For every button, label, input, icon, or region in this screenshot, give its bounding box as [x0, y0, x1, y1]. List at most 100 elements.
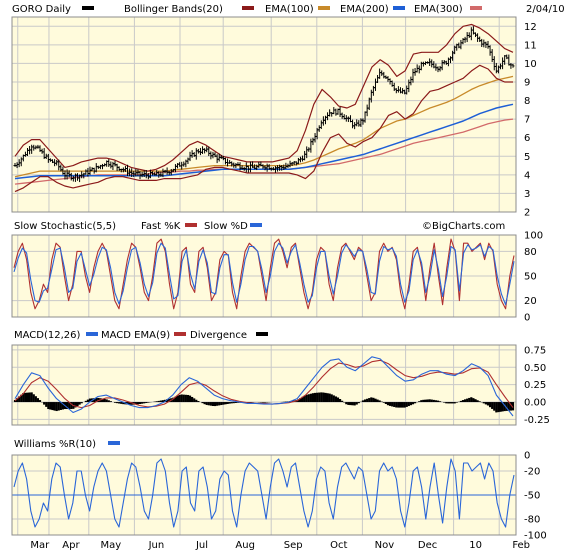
legend-swatch-ema100: [318, 6, 330, 10]
x-tick-label: May: [100, 540, 121, 551]
macd-title: MACD(12,26): [14, 330, 81, 341]
x-tick-label: Jul: [195, 540, 208, 551]
stochastic-frame: [11, 234, 517, 318]
y-tick-label: 6: [524, 133, 530, 144]
y-tick-label: -100: [524, 531, 547, 542]
y-tick-label: 0.00: [524, 398, 546, 409]
bollinger-lower: [14, 64, 513, 193]
y-tick-label: 0: [524, 313, 530, 324]
price-ohlc-bars: [13, 26, 515, 183]
legend-swatch-williams: [108, 441, 120, 445]
y-tick-label: -50: [524, 491, 540, 502]
y-tick-label: 10: [524, 59, 537, 70]
y-tick-label: 7: [524, 115, 530, 126]
legend-swatch-macd: [86, 332, 98, 336]
legend-swatch-goro: [82, 6, 94, 10]
legend-macd-ema: MACD EMA(9): [101, 330, 170, 341]
legend-swatch-divergence: [256, 332, 268, 336]
williams-y-tick-labels: 0 -20 -50 -80 -100: [524, 451, 547, 542]
x-tick-label: 10: [469, 540, 482, 551]
legend-swatch-fast-k: [185, 223, 197, 227]
legend-slow-d: Slow %D: [204, 221, 248, 232]
macd-y-tick-labels: -0.25 0.00 0.25 0.50 0.75: [524, 345, 550, 426]
x-tick-label: Oct: [330, 540, 347, 551]
williams-legend: Williams %R(10): [14, 439, 120, 450]
williams-title: Williams %R(10): [14, 439, 96, 450]
legend-swatch-ema200: [393, 6, 405, 10]
y-tick-label: 4: [524, 170, 530, 181]
bollinger-upper: [14, 23, 514, 172]
williams-r-line: [13, 458, 515, 528]
y-tick-label: 100: [524, 231, 543, 242]
stochastic-fast-k-line: [13, 238, 515, 310]
y-tick-label: 0: [524, 451, 530, 462]
ema200-line: [14, 103, 514, 180]
stochastic-y-tick-labels: 0 20 50 80 100: [524, 231, 543, 324]
x-tick-label: Aug: [235, 540, 255, 551]
legend-fast-k: Fast %K: [141, 221, 181, 232]
macd-ema-line: [14, 359, 514, 409]
williams-panel: 0 -20 -50 -80 -100 Williams %R(10): [11, 439, 547, 542]
x-tick-label: Apr: [62, 540, 80, 551]
legend-bollinger: Bollinger Bands(20): [124, 4, 223, 15]
stochastic-panel: 0 20 50 80 100 Slow Stochastic(5,5) Fast %K …: [11, 221, 543, 324]
legend-ema300: EMA(300): [414, 4, 463, 15]
y-tick-label: 5: [524, 152, 530, 163]
x-axis-month-labels: Mar Apr May Jun Jul Aug Sep Oct Nov Dec 10 Feb: [30, 540, 530, 551]
y-tick-label: -20: [524, 467, 540, 478]
legend-ema200: EMA(200): [340, 4, 389, 15]
stochastic-legend: Slow Stochastic(5,5) Fast %K Slow %D ©Bi…: [14, 221, 505, 232]
stochastic-lines: [13, 238, 515, 310]
y-tick-label: -80: [524, 515, 540, 526]
y-tick-label: 9: [524, 78, 530, 89]
y-tick-label: 8: [524, 96, 530, 107]
y-tick-label: 11: [524, 40, 537, 51]
price-legend: GORO Daily Bollinger Bands(20) EMA(100) …: [12, 4, 565, 15]
legend-ema100: EMA(100): [265, 4, 314, 15]
chart-date: 2/04/10: [526, 4, 565, 15]
watermark: ©BigCharts.com: [422, 221, 505, 232]
price-grid: [12, 17, 516, 213]
price-panel: 2 3 4 5 6 7 8 9 10 11 12 GORO Daily Bollinger Band…: [11, 4, 565, 219]
ema100-line: [14, 75, 514, 178]
y-tick-label: 2: [524, 208, 530, 219]
y-tick-label: -0.25: [524, 415, 550, 426]
price-y-tick-labels: 2 3 4 5 6 7 8 9 10 11 12: [524, 22, 537, 219]
x-tick-label: Feb: [512, 540, 530, 551]
macd-legend: MACD(12,26) MACD EMA(9) Divergence: [14, 330, 268, 341]
y-tick-label: 3: [524, 189, 530, 200]
price-plot-area: [12, 17, 516, 212]
macd-frame: [11, 344, 517, 426]
legend-swatch-slow-d: [250, 223, 262, 227]
legend-swatch-macd-ema: [174, 332, 186, 336]
x-tick-label: Mar: [30, 540, 50, 551]
y-tick-label: 50: [524, 272, 537, 283]
macd-divergence-bars: [13, 392, 515, 413]
legend-swatch-bollinger: [242, 6, 254, 10]
y-tick-label: 20: [524, 296, 537, 307]
y-tick-label: 0.50: [524, 363, 546, 374]
price-ema-lines: [14, 75, 514, 185]
stochastic-slow-d-line: [13, 242, 515, 306]
legend-swatch-ema300: [470, 6, 482, 10]
legend-goro-daily: GORO Daily: [12, 4, 71, 15]
price-bollinger-bands: [14, 23, 514, 193]
y-tick-label: 12: [524, 22, 537, 33]
y-tick-label: 0.75: [524, 345, 546, 356]
x-tick-label: Sep: [284, 540, 303, 551]
macd-lines: [14, 356, 514, 417]
x-tick-label: Nov: [375, 540, 395, 551]
macd-panel: -0.25 0.00 0.25 0.50 0.75 MACD(12,26) MACD E…: [11, 330, 550, 426]
macd-line: [14, 356, 514, 417]
y-tick-label: 0.25: [524, 380, 546, 391]
x-tick-label: Jun: [148, 540, 165, 551]
y-tick-label: 80: [524, 247, 537, 258]
x-tick-label: Dec: [418, 540, 437, 551]
price-frame: [11, 16, 517, 213]
legend-divergence: Divergence: [190, 330, 247, 341]
williams-lines: [12, 458, 516, 528]
stochastic-title: Slow Stochastic(5,5): [14, 221, 116, 232]
williams-frame: [11, 454, 517, 536]
